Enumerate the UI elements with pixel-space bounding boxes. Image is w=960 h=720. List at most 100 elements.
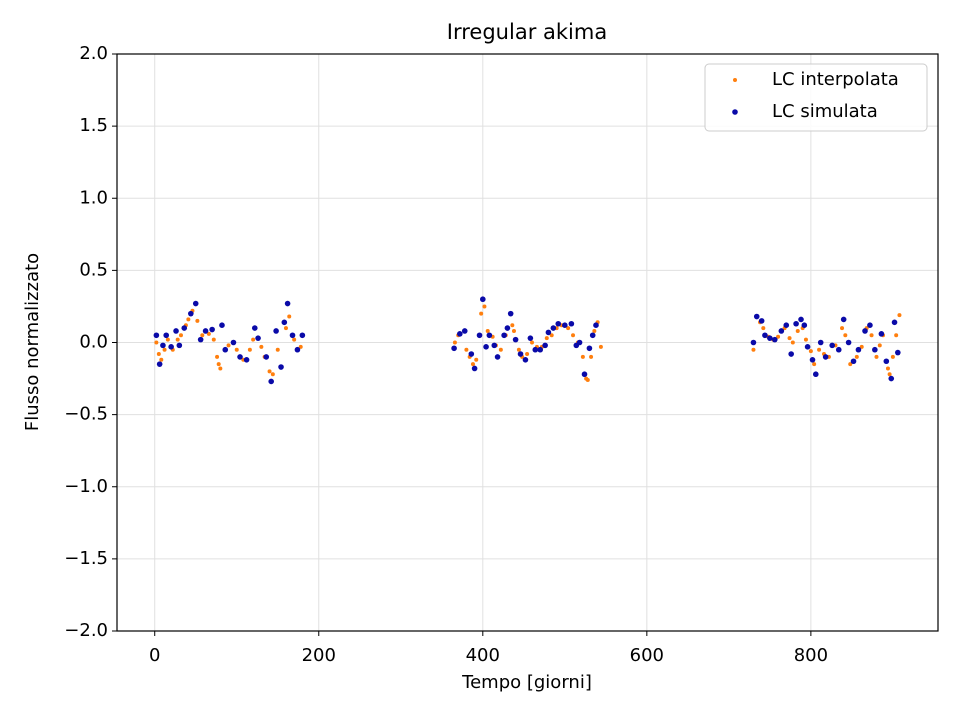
data-point <box>592 328 597 333</box>
data-point <box>206 331 211 336</box>
data-point <box>576 339 583 346</box>
data-point <box>498 347 503 352</box>
data-point <box>178 333 183 338</box>
data-point <box>812 362 817 367</box>
data-point <box>173 328 179 334</box>
data-point <box>829 342 835 349</box>
data-point <box>259 344 264 349</box>
data-point <box>887 372 892 377</box>
data-point <box>471 365 478 372</box>
data-point <box>504 325 511 331</box>
data-point <box>545 329 552 336</box>
data-point <box>522 357 529 363</box>
data-point <box>247 347 252 352</box>
data-point <box>255 335 261 341</box>
data-point <box>848 362 853 367</box>
data-point <box>163 332 170 339</box>
data-point <box>168 344 174 350</box>
data-point <box>885 366 890 371</box>
data-point <box>476 332 483 339</box>
data-point <box>562 322 568 328</box>
data-point <box>817 339 824 346</box>
data-point <box>585 378 590 383</box>
data-point <box>181 325 188 331</box>
data-point <box>197 336 204 343</box>
data-point <box>874 354 879 359</box>
data-point <box>175 337 180 342</box>
data-point <box>862 328 868 334</box>
data-point <box>270 372 275 377</box>
data-point <box>532 346 539 353</box>
data-point <box>530 340 535 345</box>
data-point <box>895 349 901 356</box>
x-tick-label: 400 <box>466 645 500 666</box>
legend-box <box>704 63 928 132</box>
y-tick-label: 2.0 <box>79 43 108 64</box>
data-point <box>850 358 857 365</box>
data-point <box>801 322 808 328</box>
data-point <box>215 354 220 359</box>
data-point <box>468 351 475 357</box>
data-point <box>474 357 479 362</box>
data-point <box>761 326 766 331</box>
data-point <box>494 354 501 360</box>
data-point <box>275 347 280 352</box>
data-point <box>263 354 270 360</box>
data-point <box>251 337 256 342</box>
data-point <box>226 343 231 348</box>
data-point <box>776 334 781 339</box>
data-point <box>452 340 457 345</box>
y-tick-label: −0.5 <box>64 404 108 425</box>
data-point <box>867 322 873 328</box>
data-point <box>507 310 514 317</box>
data-point <box>809 357 816 363</box>
data-point <box>843 333 848 338</box>
data-point <box>859 344 864 349</box>
data-point <box>586 345 593 352</box>
data-point <box>593 322 599 328</box>
data-point <box>878 331 885 337</box>
data-point <box>470 362 475 367</box>
data-point <box>461 328 468 334</box>
data-point <box>869 333 874 338</box>
data-point <box>897 313 902 318</box>
data-point <box>527 335 534 341</box>
data-point <box>589 332 596 339</box>
data-point <box>230 339 237 346</box>
plot-points <box>153 296 902 385</box>
data-point <box>793 320 799 327</box>
data-point <box>840 326 845 331</box>
data-point <box>812 371 819 378</box>
data-point <box>767 335 773 341</box>
data-point <box>287 314 292 319</box>
data-point <box>188 310 194 317</box>
data-point <box>571 333 576 338</box>
data-point <box>186 317 191 322</box>
data-point <box>222 346 229 353</box>
data-point <box>160 342 166 349</box>
data-point <box>483 344 489 350</box>
y-tick-label: 1.5 <box>79 115 108 136</box>
data-point <box>200 333 205 338</box>
data-point <box>234 347 239 352</box>
x-tick-label: 0 <box>149 645 160 666</box>
data-point <box>211 337 216 342</box>
data-point <box>888 375 895 382</box>
data-point <box>550 325 557 331</box>
data-point <box>202 328 209 334</box>
data-point <box>817 347 822 352</box>
data-point <box>237 354 243 360</box>
data-point <box>872 346 878 353</box>
data-point <box>771 336 778 343</box>
data-point <box>798 316 804 323</box>
x-axis-label: Tempo [giorni] <box>461 672 592 693</box>
data-point <box>783 322 790 328</box>
data-point <box>795 328 800 333</box>
data-point <box>537 346 544 353</box>
data-point <box>542 342 548 349</box>
data-point <box>283 326 288 331</box>
data-point <box>803 337 808 342</box>
data-point <box>808 349 813 354</box>
data-point <box>758 318 765 324</box>
